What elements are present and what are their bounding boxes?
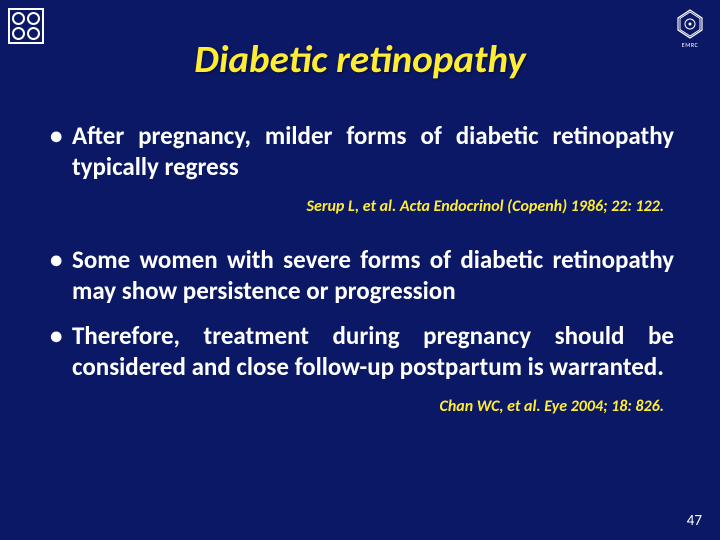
slide: EMRC Diabetic retinopathy After pregnanc… [0, 0, 720, 540]
citation-text: Chan WC, et al. Eye 2004; 18: 826. [46, 397, 674, 416]
page-number: 47 [687, 512, 702, 530]
bullet-item: Some women with severe forms of diabetic… [46, 244, 674, 307]
bullet-item: After pregnancy, milder forms of diabeti… [46, 120, 674, 183]
bullet-item: Therefore, treatment during pregnancy sh… [46, 320, 674, 383]
slide-content: After pregnancy, milder forms of diabeti… [46, 120, 674, 416]
citation-text: Serup L, et al. Acta Endocrinol (Copenh)… [46, 197, 674, 216]
slide-title: Diabetic retinopathy [0, 36, 720, 83]
